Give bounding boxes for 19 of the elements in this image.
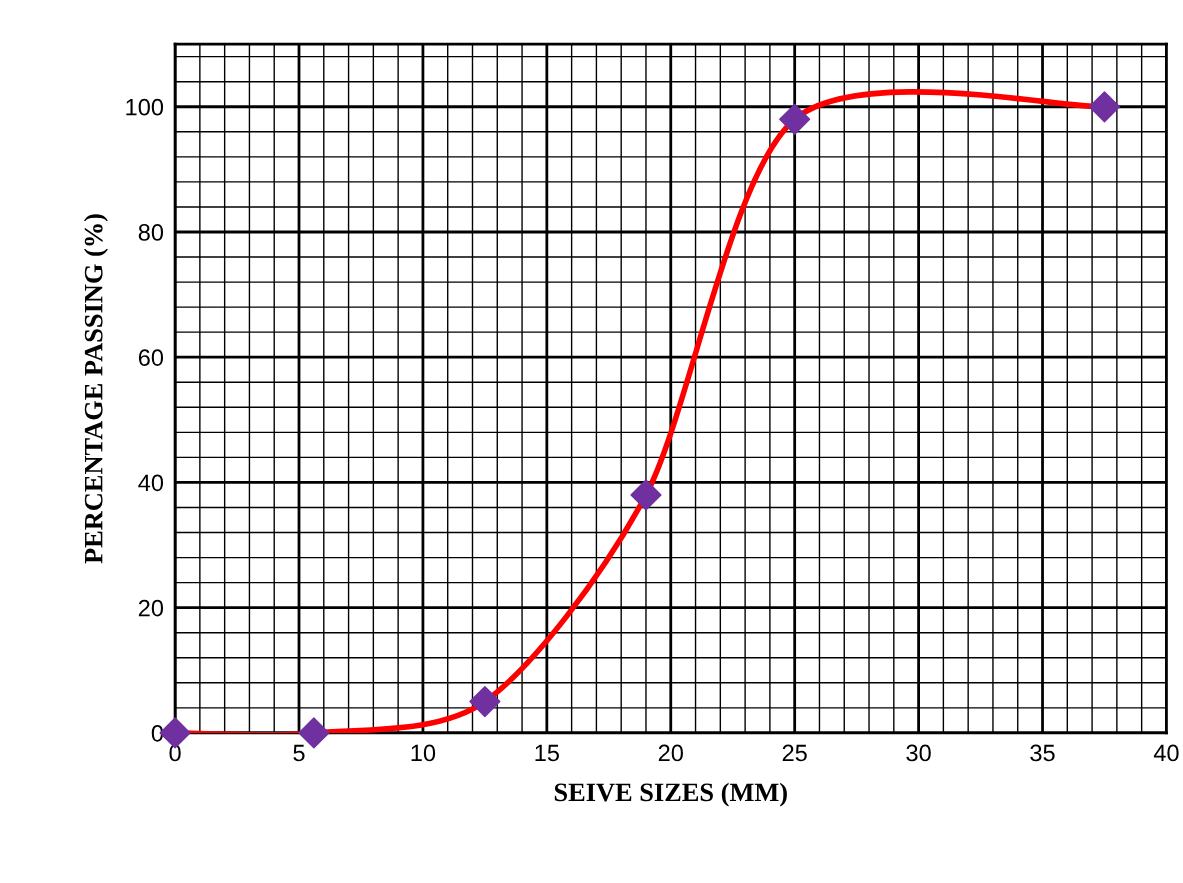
y-tick-label: 20	[138, 599, 164, 617]
y-tick-label: 100	[126, 98, 164, 116]
x-tick-label: 5	[293, 744, 305, 762]
point	[630, 479, 662, 511]
point	[779, 103, 811, 135]
x-tick-label: 30	[906, 744, 931, 762]
x-tick-label: 40	[1153, 744, 1179, 762]
y-tick-label: 80	[138, 224, 164, 241]
y-tick-label: 60	[138, 349, 164, 366]
x-tick-label: 25	[782, 744, 807, 762]
x-tick-label: 20	[658, 744, 683, 762]
x-tick-label: 10	[411, 744, 436, 762]
x-axis-title: SEIVE SIZES (MM)	[554, 782, 787, 807]
x-tick-label: 35	[1030, 744, 1055, 762]
point	[1088, 91, 1121, 123]
y-tick-label: 40	[138, 474, 164, 492]
y-axis-title: PERCENTAGE PASSING (%)	[83, 214, 108, 564]
x-tick-label: 15	[535, 744, 559, 762]
point	[469, 685, 501, 718]
